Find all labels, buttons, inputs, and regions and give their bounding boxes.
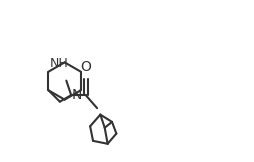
- Text: O: O: [80, 60, 91, 74]
- Text: N: N: [72, 88, 82, 102]
- Text: NH: NH: [50, 57, 69, 70]
